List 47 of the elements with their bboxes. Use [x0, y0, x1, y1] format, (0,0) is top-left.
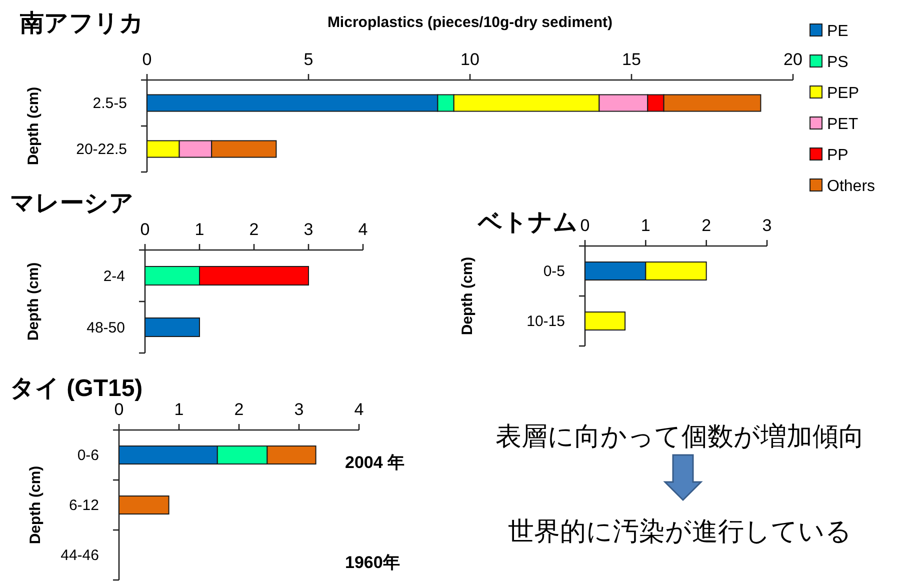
y-tick-label: 48-50: [86, 319, 125, 336]
y-tick-label: 44-46: [60, 547, 99, 564]
y-axis-title: Depth (cm): [459, 256, 476, 336]
chart-title: マレーシア: [10, 190, 134, 217]
annotation: 1960年: [345, 553, 400, 572]
y-axis-title: Depth (cm): [27, 466, 44, 544]
x-tick-label: 4: [354, 400, 364, 419]
chart-title: 南アフリカ: [19, 10, 144, 37]
y-axis-title: Depth (cm): [25, 262, 42, 341]
x-tick-label: 3: [294, 400, 304, 419]
x-tick-label: 1: [194, 220, 204, 239]
x-tick-label: 3: [304, 220, 314, 239]
legend-label: PP: [827, 147, 848, 164]
y-tick-label: 10-15: [526, 313, 565, 330]
x-tick-label: 5: [304, 50, 314, 69]
y-tick-label: 20-22.5: [76, 141, 127, 158]
y-tick-label: 0-5: [543, 263, 565, 280]
legend-label: PS: [827, 54, 848, 71]
y-tick-label: 0-6: [77, 447, 99, 464]
x-tick-label: 0: [142, 50, 152, 69]
x-tick-label: 1: [174, 400, 184, 419]
x-tick-label: 2: [702, 216, 712, 235]
x-tick-label: 0: [580, 216, 590, 235]
chart-title: タイ (GT15): [10, 375, 143, 402]
chart-title: ベトナム: [477, 209, 578, 236]
legend-label: PEP: [827, 85, 860, 102]
text: 表層に向かって個数が増加傾向: [496, 421, 864, 451]
legend-label: PE: [827, 23, 848, 40]
annotation: 2004 年: [345, 453, 405, 472]
x-tick-label: 20: [784, 50, 802, 69]
x-tick-label: 10: [460, 50, 480, 69]
y-tick-label: 2.5-5: [92, 95, 127, 112]
y-tick-label: 6-12: [68, 497, 99, 514]
x-tick-label: 0: [140, 220, 150, 239]
x-tick-label: 4: [358, 220, 368, 239]
x-tick-label: 2: [234, 400, 244, 419]
x-tick-label: 0: [114, 400, 124, 419]
x-tick-label: 15: [622, 50, 641, 69]
x-axis-title: Microplastics (pieces/10g-dry sediment): [327, 14, 613, 31]
y-tick-label: 2-4: [103, 268, 125, 285]
x-tick-label: 1: [640, 216, 650, 235]
legend-label: PET: [827, 116, 858, 133]
y-axis-title: Depth (cm): [25, 86, 42, 166]
x-tick-label: 3: [762, 216, 772, 235]
legend-label: Others: [827, 178, 876, 195]
x-tick-label: 2: [249, 220, 259, 239]
text: 世界的に汚染が進行している: [508, 516, 852, 546]
